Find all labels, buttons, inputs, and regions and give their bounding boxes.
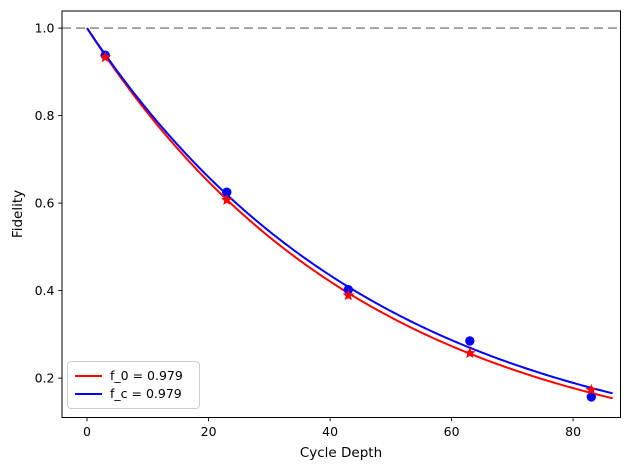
data-point-star (342, 289, 354, 301)
y-tick-label: 0.8 (35, 108, 55, 123)
legend-item-fc: f_c = 0.979 (75, 385, 192, 401)
fit-curve-f_0 (86, 27, 613, 400)
y-tick-label: 0.2 (35, 370, 55, 385)
legend: f_0 = 0.979 f_c = 0.979 (67, 361, 200, 409)
data-point-star (221, 194, 233, 205)
legend-line-f0-swatch (75, 375, 102, 378)
x-tick-label: 80 (565, 424, 581, 439)
data-point-star (99, 51, 111, 63)
data-point-circle (222, 187, 232, 197)
x-axis-label: Cycle Depth (300, 445, 382, 461)
y-axis-label: Fidelity (10, 190, 26, 238)
legend-label-fc: f_c = 0.979 (110, 385, 182, 401)
fit-curve-f_c (86, 27, 613, 395)
data-point-star (464, 347, 476, 359)
x-tick-label: 60 (444, 424, 460, 439)
plot-frame (61, 10, 621, 418)
x-tick-label: 0 (83, 424, 91, 439)
y-tick-label: 0.4 (35, 283, 55, 298)
x-tick-label: 20 (201, 424, 217, 439)
legend-item-f0: f_0 = 0.979 (75, 368, 192, 383)
data-point-circle (586, 392, 597, 402)
legend-label-f0: f_0 = 0.979 (110, 368, 183, 383)
y-tick-label: 1.0 (35, 20, 55, 35)
data-point-circle (465, 336, 475, 346)
data-point-star (585, 383, 598, 395)
legend-line-fc-swatch (75, 392, 102, 395)
x-tick-label: 40 (322, 424, 338, 439)
y-tick-label: 0.6 (35, 195, 55, 210)
